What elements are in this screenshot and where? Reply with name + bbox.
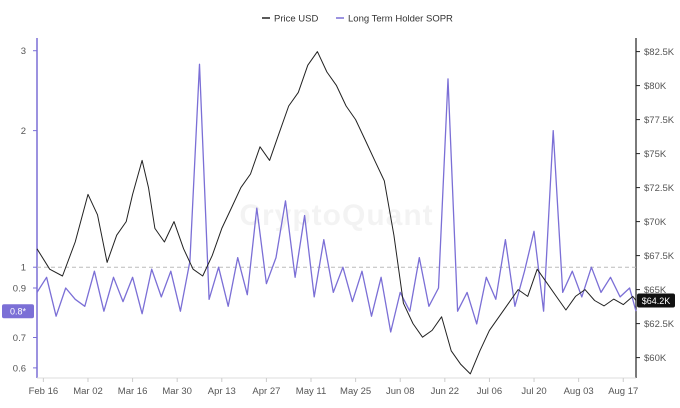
right-tick-label: $65K: [644, 285, 667, 296]
sopr-current-label: 0.8*: [10, 307, 27, 317]
x-tick-label: Mar 16: [118, 386, 148, 397]
x-tick-label: Apr 27: [252, 386, 280, 397]
x-tick-label: May 25: [340, 386, 371, 397]
left-tick-label: 0.7: [13, 333, 26, 344]
legend-label: Long Term Holder SOPR: [348, 14, 453, 25]
left-tick-label: 0.6: [13, 363, 26, 374]
x-tick-label: Mar 30: [162, 386, 192, 397]
right-tick-label: $60K: [644, 353, 667, 364]
left-tick-label: 3: [21, 46, 26, 57]
left-tick-label: 2: [21, 126, 26, 137]
right-tick-label: $62.5K: [644, 319, 675, 330]
left-tick-label: 1: [21, 263, 26, 274]
x-tick-label: Jun 08: [386, 386, 415, 397]
x-tick-label: Apr 13: [208, 386, 236, 397]
price-current-label: $64.2K: [642, 296, 671, 306]
right-tick-label: $80K: [644, 81, 667, 92]
x-tick-label: Aug 17: [608, 386, 638, 397]
price-series-line: [36, 51, 637, 375]
x-tick-label: Feb 16: [29, 386, 59, 397]
x-tick-label: Jun 22: [431, 386, 460, 397]
sopr-current-badge: [2, 304, 34, 319]
right-tick-label: $82.5K: [644, 47, 675, 58]
right-tick-label: $70K: [644, 217, 667, 228]
x-tick-label: Jul 06: [477, 386, 502, 397]
right-tick-label: $77.5K: [644, 115, 675, 126]
right-tick-label: $67.5K: [644, 251, 675, 262]
x-tick-label: Mar 02: [73, 386, 103, 397]
price-current-badge: [637, 293, 675, 308]
x-tick-label: May 11: [296, 386, 326, 397]
right-tick-label: $72.5K: [644, 183, 675, 194]
right-tick-label: $75K: [644, 149, 667, 160]
x-tick-label: Aug 03: [564, 386, 594, 397]
watermark: CryptoQuant: [239, 199, 433, 232]
left-tick-label: 0.9: [13, 283, 26, 294]
x-tick-label: Jul 20: [521, 386, 546, 397]
legend-label: Price USD: [274, 14, 318, 25]
